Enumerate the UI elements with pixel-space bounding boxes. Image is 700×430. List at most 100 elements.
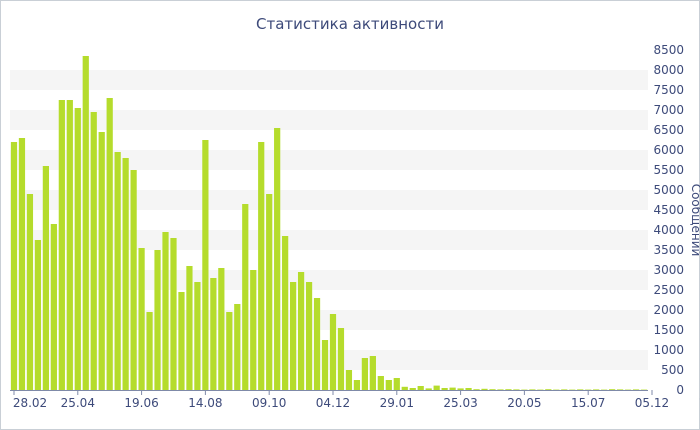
bar bbox=[146, 312, 153, 390]
bar bbox=[393, 378, 400, 390]
y-tick-label: 2500 bbox=[653, 283, 684, 297]
bar bbox=[74, 108, 81, 390]
x-tick-label: 04.12 bbox=[316, 396, 350, 410]
y-tick-label: 3000 bbox=[653, 263, 684, 277]
bar bbox=[42, 166, 49, 390]
bar bbox=[90, 112, 97, 390]
bar bbox=[577, 389, 584, 390]
bar bbox=[18, 138, 26, 390]
y-tick-label: 5000 bbox=[653, 183, 684, 197]
bar bbox=[274, 128, 281, 390]
x-tick-label: 25.03 bbox=[443, 396, 477, 410]
grid-band bbox=[10, 110, 648, 130]
x-tick-label: 28.02 bbox=[13, 396, 47, 410]
grid-band bbox=[10, 310, 648, 330]
bar bbox=[441, 388, 448, 390]
bar bbox=[50, 224, 57, 390]
y-tick-label: 4000 bbox=[653, 223, 684, 237]
bar bbox=[98, 132, 105, 390]
bar bbox=[186, 266, 193, 390]
bar bbox=[234, 304, 241, 390]
x-tick-label: 09.10 bbox=[252, 396, 286, 410]
bar bbox=[58, 100, 65, 390]
bar bbox=[561, 389, 568, 390]
bar bbox=[170, 238, 177, 390]
grid-band bbox=[10, 270, 648, 290]
y-tick-label: 500 bbox=[661, 363, 684, 377]
bar bbox=[632, 389, 640, 390]
bar bbox=[218, 268, 225, 390]
y-tick-label: 5500 bbox=[653, 163, 684, 177]
bar bbox=[337, 328, 345, 390]
bar bbox=[114, 152, 121, 390]
bar bbox=[377, 376, 384, 390]
bar bbox=[433, 385, 440, 390]
x-tick-label: 25.04 bbox=[61, 396, 95, 410]
y-tick-label: 6500 bbox=[653, 123, 684, 137]
bar bbox=[616, 389, 624, 390]
bar bbox=[369, 356, 376, 390]
bar bbox=[361, 358, 368, 390]
bar bbox=[465, 388, 472, 390]
grid-band bbox=[10, 150, 648, 170]
bar bbox=[130, 170, 137, 390]
bar bbox=[66, 100, 73, 390]
bar bbox=[34, 240, 42, 390]
grid-band bbox=[10, 230, 648, 250]
bar bbox=[457, 388, 464, 390]
y-tick-label: 7500 bbox=[653, 83, 684, 97]
bar bbox=[505, 389, 512, 390]
bar bbox=[513, 389, 520, 390]
bar bbox=[210, 278, 217, 390]
y-tick-label: 7000 bbox=[653, 103, 684, 117]
y-tick-label: 2000 bbox=[653, 303, 684, 317]
bar bbox=[481, 388, 488, 390]
bar bbox=[497, 389, 504, 390]
bar bbox=[401, 386, 408, 390]
chart-title: Статистика активности bbox=[256, 15, 444, 33]
bar bbox=[10, 142, 18, 390]
bar bbox=[258, 142, 265, 390]
y-tick-label: 3500 bbox=[653, 243, 684, 257]
grid-band bbox=[10, 350, 648, 370]
bar bbox=[290, 282, 297, 390]
bar bbox=[329, 314, 337, 390]
bar bbox=[178, 292, 185, 390]
bar bbox=[409, 388, 416, 390]
bar bbox=[162, 232, 169, 390]
bar bbox=[489, 389, 496, 390]
bar bbox=[242, 204, 249, 390]
bar bbox=[473, 389, 480, 390]
x-tick-label: 14.01 bbox=[699, 396, 700, 410]
bar bbox=[385, 380, 392, 390]
bar bbox=[529, 389, 536, 390]
bar bbox=[449, 387, 456, 390]
y-tick-label: 0 bbox=[676, 383, 684, 397]
bar bbox=[345, 370, 353, 390]
bar bbox=[297, 272, 305, 390]
x-tick-label: 15.07 bbox=[571, 396, 605, 410]
bar bbox=[609, 389, 616, 390]
y-tick-label: 6000 bbox=[653, 143, 684, 157]
bar bbox=[122, 158, 129, 390]
x-tick-label: 29.01 bbox=[380, 396, 414, 410]
y-tick-label: 4500 bbox=[653, 203, 684, 217]
bar bbox=[82, 56, 89, 390]
bar bbox=[282, 236, 289, 390]
bar bbox=[202, 140, 209, 390]
bar bbox=[226, 312, 233, 390]
bar bbox=[417, 386, 424, 390]
bar bbox=[250, 270, 257, 390]
x-tick-label: 05.12 bbox=[635, 396, 669, 410]
bar bbox=[266, 194, 273, 390]
y-axis-label: Сообщений bbox=[689, 184, 700, 257]
y-tick-label: 8500 bbox=[653, 43, 684, 57]
grid-band bbox=[10, 70, 648, 90]
bar bbox=[321, 340, 329, 390]
x-tick-label: 14.08 bbox=[188, 396, 222, 410]
x-tick-label: 19.06 bbox=[124, 396, 158, 410]
bar bbox=[194, 282, 201, 390]
y-tick-label: 1500 bbox=[653, 323, 684, 337]
y-tick-label: 8000 bbox=[653, 63, 684, 77]
